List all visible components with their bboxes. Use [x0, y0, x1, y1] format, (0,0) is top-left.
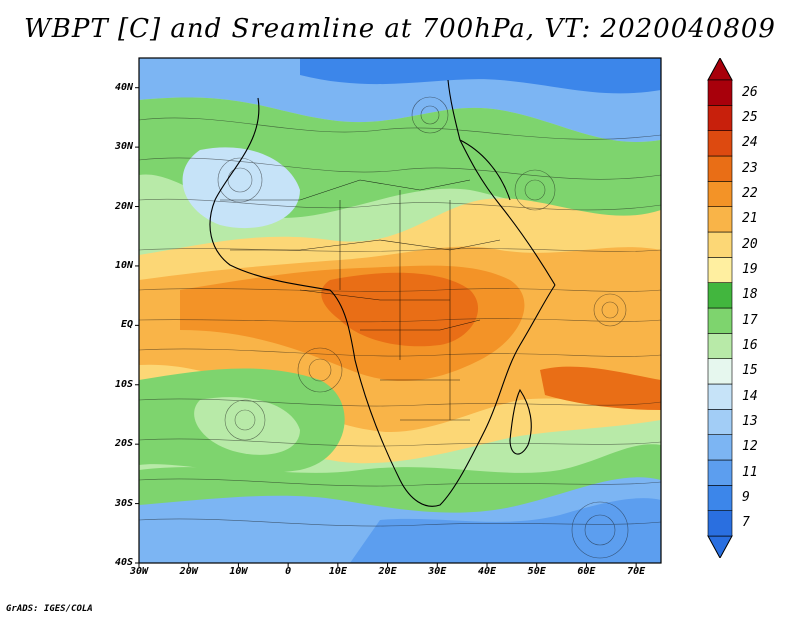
lat-label: 30N	[114, 141, 133, 153]
colorbar-label: 16	[742, 338, 758, 353]
lat-label: 40N	[114, 81, 133, 93]
lon-label: 30W	[129, 566, 149, 577]
lat-label: 20S	[114, 438, 133, 450]
lon-label: 50E	[527, 566, 546, 577]
colorbar-swatch	[707, 79, 733, 106]
colorbar-swatch	[707, 333, 733, 359]
colorbar-label: 11	[742, 464, 758, 480]
colorbar	[707, 58, 733, 558]
lon-label: 30E	[428, 566, 447, 577]
colorbar-swatch	[707, 282, 733, 309]
field-south-midblue	[350, 498, 661, 563]
lon-label: 10W	[229, 566, 248, 577]
colorbar-label: 17	[742, 312, 758, 328]
colorbar-label: 18	[742, 287, 758, 303]
lon-label: 20W	[179, 566, 198, 577]
lon-label: 20E	[378, 566, 397, 577]
colorbar-label: 25	[742, 110, 758, 125]
colorbar-label: 12	[742, 439, 758, 455]
lat-label: 10S	[114, 378, 133, 390]
colorbar-swatch	[707, 257, 733, 283]
colorbar-label: 21	[742, 211, 758, 227]
lon-label: 40E	[477, 566, 497, 577]
field-east-hot	[540, 366, 661, 410]
colorbar-swatch	[707, 155, 733, 182]
field-satl-pale	[194, 397, 300, 455]
lat-label: 40S	[114, 557, 133, 568]
colorbar-label: 7	[742, 515, 750, 531]
credit-text: GrADS: IGES/COLA	[6, 604, 93, 614]
colorbar-swatch	[707, 307, 733, 334]
colorbar-swatch	[707, 485, 733, 511]
colorbar-swatch	[707, 231, 733, 258]
colorbar-label: 26	[742, 84, 758, 100]
lat-label: 20N	[114, 200, 133, 212]
colorbar-label: 15	[742, 363, 758, 379]
lon-label: 60E	[577, 566, 596, 577]
lat-label: 10N	[114, 259, 133, 271]
map-frame	[138, 57, 662, 564]
axis-ticks	[135, 87, 637, 567]
colorbar-swatch	[707, 358, 733, 385]
colorbar-swatch	[707, 434, 733, 461]
colorbar-swatch	[707, 105, 733, 131]
colorbar-label: 22	[742, 186, 758, 201]
colorbar-swatch	[707, 206, 733, 233]
colorbar-swatch	[707, 459, 733, 486]
colorbar-swatch	[707, 383, 733, 410]
colorbar-label: 19	[742, 262, 758, 277]
lon-label: 0	[285, 566, 292, 577]
lon-label: 10E	[328, 566, 347, 577]
streamlines	[139, 96, 661, 559]
field-north-deepblue	[300, 58, 661, 94]
colorbar-label: 24	[742, 135, 758, 151]
colorbar-swatch	[707, 409, 733, 435]
borders	[220, 179, 501, 421]
colorbar-extend-high	[707, 58, 733, 81]
colorbar-swatch	[707, 130, 733, 157]
colorbar-label: 9	[742, 490, 750, 505]
coastlines	[209, 79, 556, 507]
colorbar-swatch	[707, 510, 733, 537]
lon-label: 70E	[627, 566, 646, 577]
lat-label: 30S	[114, 497, 133, 509]
colorbar-label: 20	[742, 236, 758, 252]
lat-label: EQ	[120, 319, 133, 331]
colorbar-label: 23	[742, 160, 758, 176]
colorbar-label: 14	[742, 388, 758, 404]
colorbar-extend-low	[707, 535, 733, 558]
colorbar-swatch	[707, 181, 733, 207]
colorbar-label: 13	[742, 414, 758, 429]
page-title: WBPT [C] and Sreamline at 700hPa, VT: 20…	[24, 14, 776, 44]
